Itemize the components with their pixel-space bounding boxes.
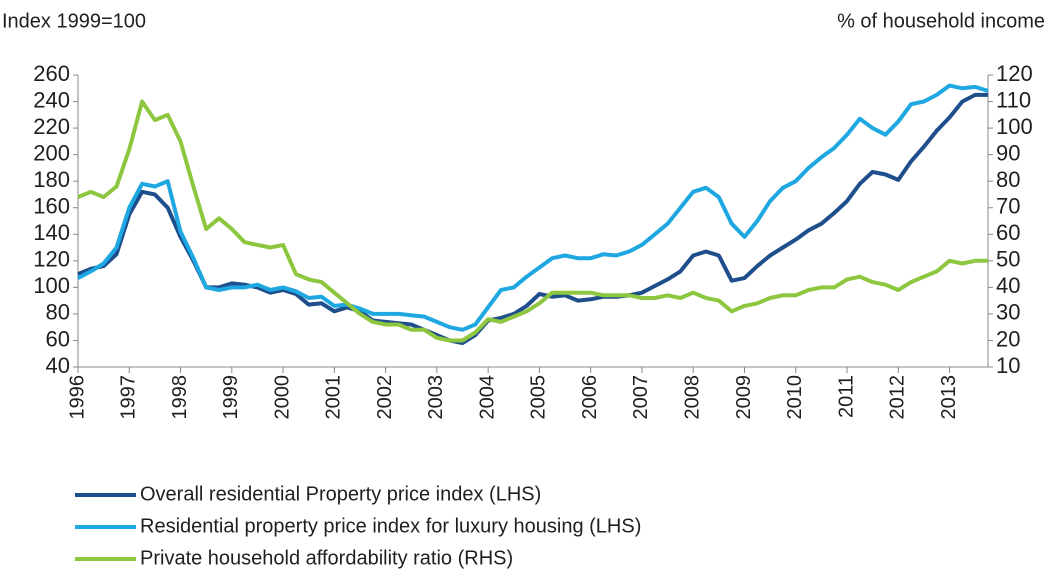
y-tick-label: 240 (33, 87, 70, 112)
series-line (77, 99, 988, 343)
x-tick-label: 2011 (835, 375, 857, 418)
y2-tick-label: 40 (996, 273, 1020, 298)
x-tick-label: 2007 (630, 375, 652, 420)
x-tick-label: 2013 (938, 375, 960, 420)
y2-tick-label: 60 (996, 220, 1020, 245)
y-tick-label: 260 (33, 61, 70, 86)
y2-tick-label: 30 (996, 300, 1020, 325)
y2-tick-label: 20 (996, 326, 1020, 351)
series-line (77, 83, 989, 332)
y-tick-label: 100 (33, 273, 70, 298)
y-tick-label: 200 (33, 140, 70, 165)
legend-label: Overall residential Property price index… (140, 483, 541, 505)
y-tick-label: 160 (33, 194, 70, 219)
legend-label: Residential property price index for lux… (140, 515, 641, 537)
series-line (77, 92, 988, 346)
y2-tick-label: 50 (996, 247, 1020, 272)
y2-axis-title: % of household income (837, 10, 1045, 32)
x-tick-label: 1996 (66, 375, 88, 420)
x-tick-label: 2010 (784, 375, 806, 420)
x-tick-label: 1999 (220, 375, 242, 420)
y2-tick-label: 10 (996, 353, 1020, 378)
y-axis-title: Index 1999=100 (2, 10, 146, 32)
y-tick-label: 40 (46, 353, 70, 378)
y2-tick-label: 100 (996, 114, 1033, 139)
x-tick-label: 2005 (528, 375, 550, 420)
y-tick-label: 220 (33, 114, 70, 139)
x-tick-label: 2004 (476, 375, 498, 420)
legend-label: Private household affordability ratio (R… (140, 547, 513, 569)
y-tick-label: 180 (33, 167, 70, 192)
y2-tick-label: 90 (996, 140, 1020, 165)
x-tick-label: 2012 (887, 375, 909, 420)
x-tick-label: 2009 (733, 375, 755, 420)
y-tick-label: 120 (33, 247, 70, 272)
x-tick-label: 2000 (271, 375, 293, 420)
x-tick-label: 1998 (169, 375, 191, 420)
x-tick-label: 2002 (374, 375, 396, 420)
x-tick-label: 2003 (425, 375, 447, 420)
y2-tick-label: 80 (996, 167, 1020, 192)
y-tick-label: 140 (33, 220, 70, 245)
x-tick-label: 1997 (118, 375, 140, 420)
x-tick-label: 2006 (579, 375, 601, 420)
y-tick-label: 80 (46, 300, 70, 325)
y2-tick-label: 120 (996, 61, 1033, 86)
y2-tick-label: 70 (996, 194, 1020, 219)
y2-tick-label: 110 (996, 87, 1031, 112)
x-tick-label: 2001 (323, 375, 345, 420)
y-tick-label: 60 (46, 326, 70, 351)
x-tick-label: 2008 (681, 375, 703, 420)
